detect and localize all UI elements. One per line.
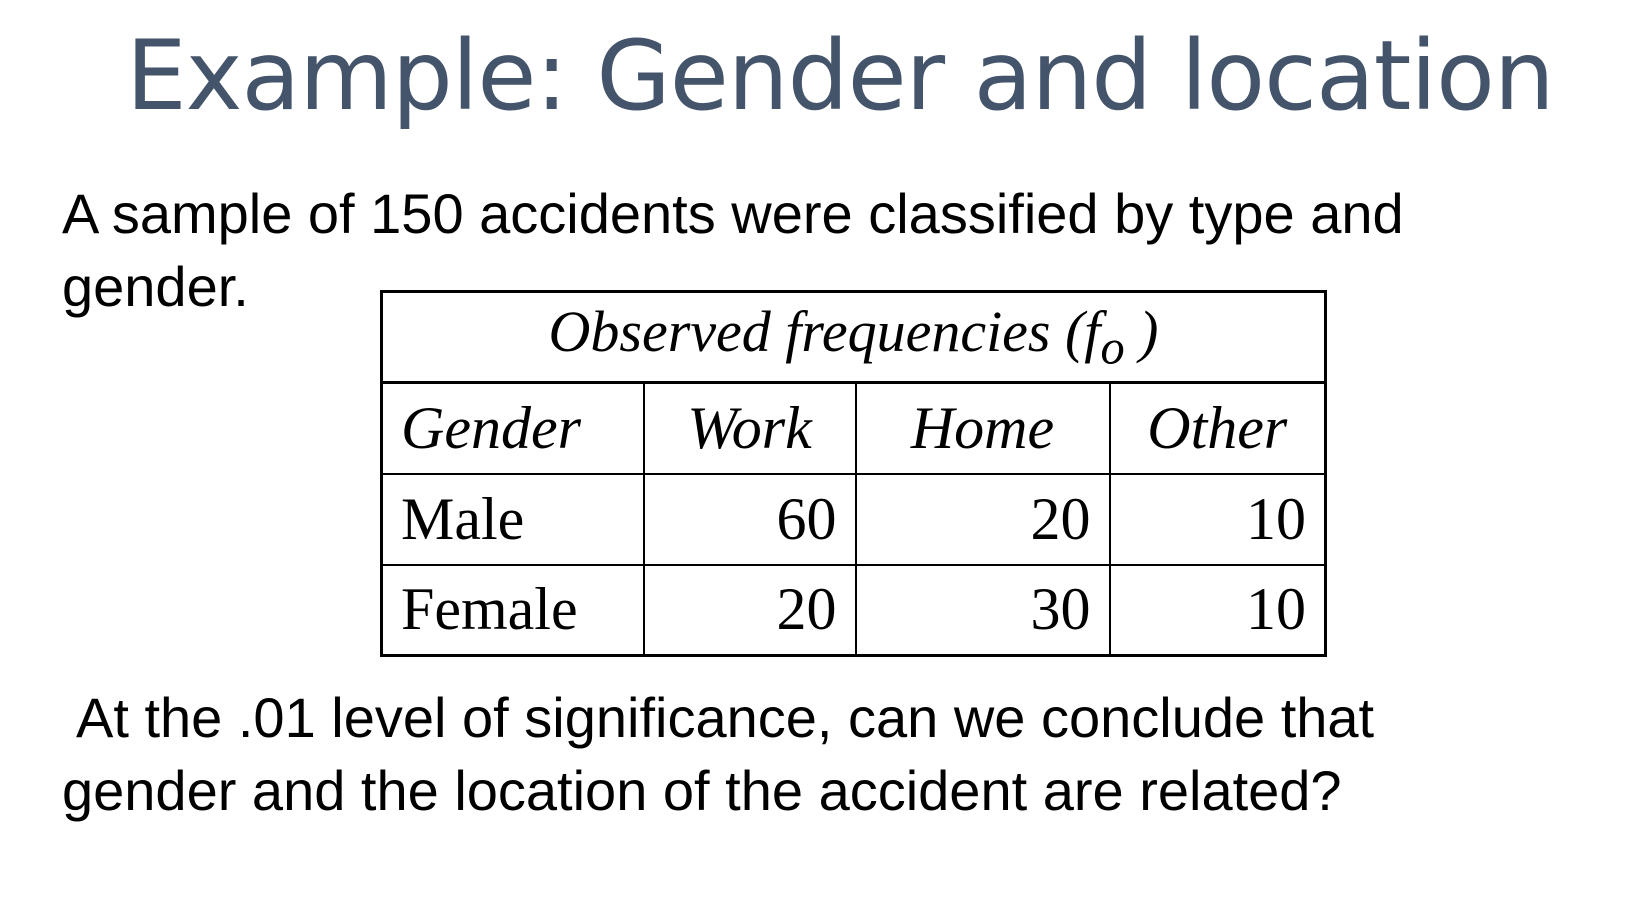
table-row: Female 20 30 10 [380, 563, 1327, 657]
table-row: Male 60 20 10 [380, 472, 1327, 566]
slide-title: Example: Gender and location [126, 20, 1555, 132]
header-home: Home [854, 381, 1111, 475]
intro-line-2: gender. [62, 255, 249, 318]
question-text: At the .01 level of significance, can we… [62, 681, 1374, 827]
table-header-row: Gender Work Home Other [380, 381, 1327, 475]
question-line-2: gender and the location of the accident … [62, 759, 1342, 822]
cell-work: 20 [642, 563, 857, 657]
cell-other: 10 [1108, 472, 1327, 566]
cell-home: 30 [854, 563, 1111, 657]
table-caption: Observed frequencies (fo ) [380, 290, 1327, 384]
cell-other: 10 [1108, 563, 1327, 657]
intro-line-1: A sample of 150 accidents were classifie… [62, 182, 1404, 245]
header-other: Other [1108, 381, 1327, 475]
row-label: Female [380, 563, 645, 657]
observed-frequencies-table: Observed frequencies (fo ) Gender Work H… [380, 290, 1327, 657]
table-caption-main: Observed frequencies (f [548, 299, 1101, 365]
cell-work: 60 [642, 472, 857, 566]
header-gender: Gender [380, 381, 645, 475]
table-caption-subscript: o [1100, 321, 1125, 375]
question-line-1: At the .01 level of significance, can we… [76, 686, 1375, 749]
table-caption-end: ) [1124, 299, 1159, 365]
row-label: Male [380, 472, 645, 566]
header-work: Work [642, 381, 857, 475]
table-caption-row: Observed frequencies (fo ) [380, 290, 1327, 384]
cell-home: 20 [854, 472, 1111, 566]
intro-text: A sample of 150 accidents were classifie… [62, 177, 1404, 323]
